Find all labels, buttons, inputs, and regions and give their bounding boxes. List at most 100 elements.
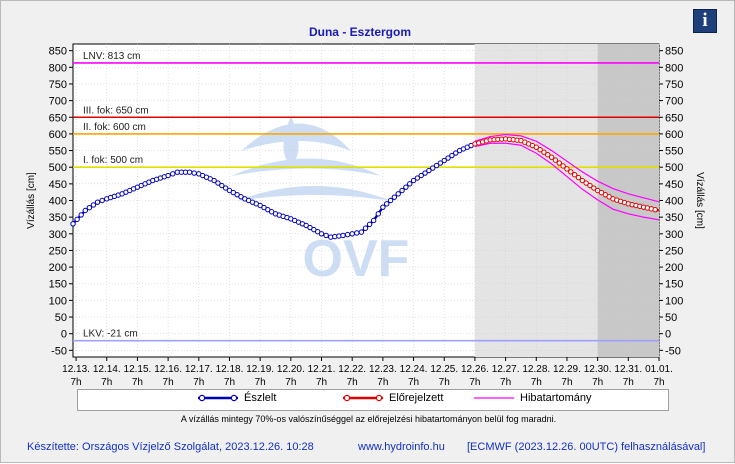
forecast-point — [548, 154, 555, 160]
y-tick-label-right: 350 — [665, 212, 683, 224]
legend: Észlelt Előrejelzett Hibatartomány — [77, 389, 669, 411]
y-tick-label-right: 500 — [665, 162, 683, 174]
x-tick-label-date: 01.01. — [645, 364, 673, 375]
observed-point — [70, 221, 76, 227]
y-tick-label-right: 800 — [665, 62, 683, 74]
observed-point — [426, 167, 432, 174]
x-tick-label-hour: 7h — [439, 377, 450, 388]
observed-point — [94, 199, 101, 205]
footer-credit: Készítette: Országos Vízjelző Szolgálat,… — [27, 441, 314, 453]
x-tick-label-date: 12.16. — [154, 364, 182, 375]
x-tick-label-date: 12.14. — [93, 364, 121, 375]
x-tick-label-hour: 7h — [592, 377, 603, 388]
legend-observed: Észlelt — [198, 392, 276, 404]
y-tick-label-right: 0 — [665, 329, 671, 341]
x-tick-label-date: 12.26. — [461, 364, 489, 375]
x-tick-label-date: 12.20. — [277, 364, 305, 375]
footer-website-link[interactable]: www.hydroinfo.hu — [358, 441, 445, 453]
forecast-point — [552, 157, 559, 163]
observed-point — [191, 170, 197, 176]
x-tick-label-hour: 7h — [285, 377, 296, 388]
y-tick-label-left: 50 — [55, 312, 67, 324]
y-tick-label-right: 400 — [665, 196, 683, 208]
y-tick-label-left: 350 — [49, 212, 67, 224]
observed-point — [215, 180, 221, 186]
forecast-point — [533, 144, 539, 150]
y-tick-label-left: 150 — [49, 279, 67, 291]
legend-error: Hibatartomány — [474, 392, 592, 404]
observed-point — [414, 175, 421, 181]
y-tick-label-right: 450 — [665, 179, 683, 191]
observed-point — [407, 181, 413, 187]
x-tick-label-hour: 7h — [101, 377, 112, 388]
observed-point — [74, 216, 80, 223]
x-tick-label-date: 12.18. — [216, 364, 244, 375]
observed-point — [362, 225, 369, 231]
x-tick-label-hour: 7h — [469, 377, 480, 388]
chart-title: Duna - Esztergom — [309, 25, 411, 39]
observed-point — [366, 221, 373, 228]
observed-point — [437, 160, 444, 166]
x-tick-label-date: 12.27. — [492, 364, 520, 375]
y-tick-label-left: 0 — [61, 329, 67, 341]
threshold-label: III. fok: 650 cm — [83, 105, 149, 116]
y-tick-label-left: 200 — [49, 262, 67, 274]
x-tick-label-date: 12.13. — [62, 364, 90, 375]
y-tick-label-right: 700 — [665, 96, 683, 108]
x-tick-label-date: 12.15. — [124, 364, 152, 375]
legend-forecast-label: Előrejelzett — [389, 392, 444, 404]
x-tick-label-hour: 7h — [408, 377, 419, 388]
x-tick-label-hour: 7h — [71, 377, 82, 388]
observed-point — [186, 169, 193, 175]
x-tick-label-date: 12.25. — [430, 364, 458, 375]
x-tick-label-hour: 7h — [224, 377, 235, 388]
forecast-point — [537, 147, 543, 153]
y-tick-label-right: 200 — [665, 262, 683, 274]
y-tick-label-left: 250 — [49, 245, 67, 257]
observed-point — [391, 194, 398, 200]
observed-point — [422, 170, 428, 176]
y-tick-label-left: 500 — [49, 162, 67, 174]
observed-point — [387, 197, 394, 204]
info-button[interactable]: i — [693, 9, 717, 33]
observed-point — [165, 172, 171, 179]
y-tick-label-left: 700 — [49, 96, 67, 108]
forecast-point — [587, 182, 593, 189]
threshold-label: LNV: 813 cm — [83, 51, 140, 62]
y-tick-label-right: 250 — [665, 245, 683, 257]
observed-point — [449, 152, 455, 159]
y-tick-label-left: -50 — [51, 345, 67, 357]
observed-point — [222, 185, 229, 191]
observed-point — [410, 177, 417, 184]
observed-point — [395, 191, 401, 197]
y-tick-label-left: 850 — [49, 46, 67, 58]
observed-point — [445, 155, 451, 161]
observed-point — [340, 232, 346, 239]
observed-point — [399, 187, 405, 194]
x-tick-label-date: 12.21. — [308, 364, 336, 375]
observed-point — [354, 230, 360, 236]
x-tick-label-hour: 7h — [561, 377, 572, 388]
observed-point — [380, 204, 386, 210]
y-tick-label-left: 600 — [49, 129, 67, 141]
y-tick-label-right: 300 — [665, 229, 683, 241]
x-tick-label-date: 12.28. — [522, 364, 550, 375]
x-tick-label-hour: 7h — [347, 377, 358, 388]
x-tick-label-date: 12.29. — [553, 364, 581, 375]
observed-point — [433, 162, 440, 169]
observed-point — [219, 182, 225, 189]
observed-point — [170, 171, 176, 177]
observed-point — [318, 231, 325, 237]
observed-point — [211, 177, 217, 184]
forecast-point — [556, 160, 562, 166]
footer-model-note: [ECMWF (2023.12.26. 00UTC) felhasználásá… — [467, 441, 706, 453]
legend-observed-label: Észlelt — [244, 392, 277, 404]
plot-area: OVF -50 -50 0 0 50 50 100 100 150 150 200 200 250 250 3… — [26, 43, 705, 388]
threshold-label: LKV: -21 cm — [83, 329, 138, 340]
observed-point — [82, 207, 88, 214]
observed-point — [90, 202, 97, 208]
observed-point — [418, 172, 424, 179]
x-tick-label-hour: 7h — [623, 377, 634, 388]
